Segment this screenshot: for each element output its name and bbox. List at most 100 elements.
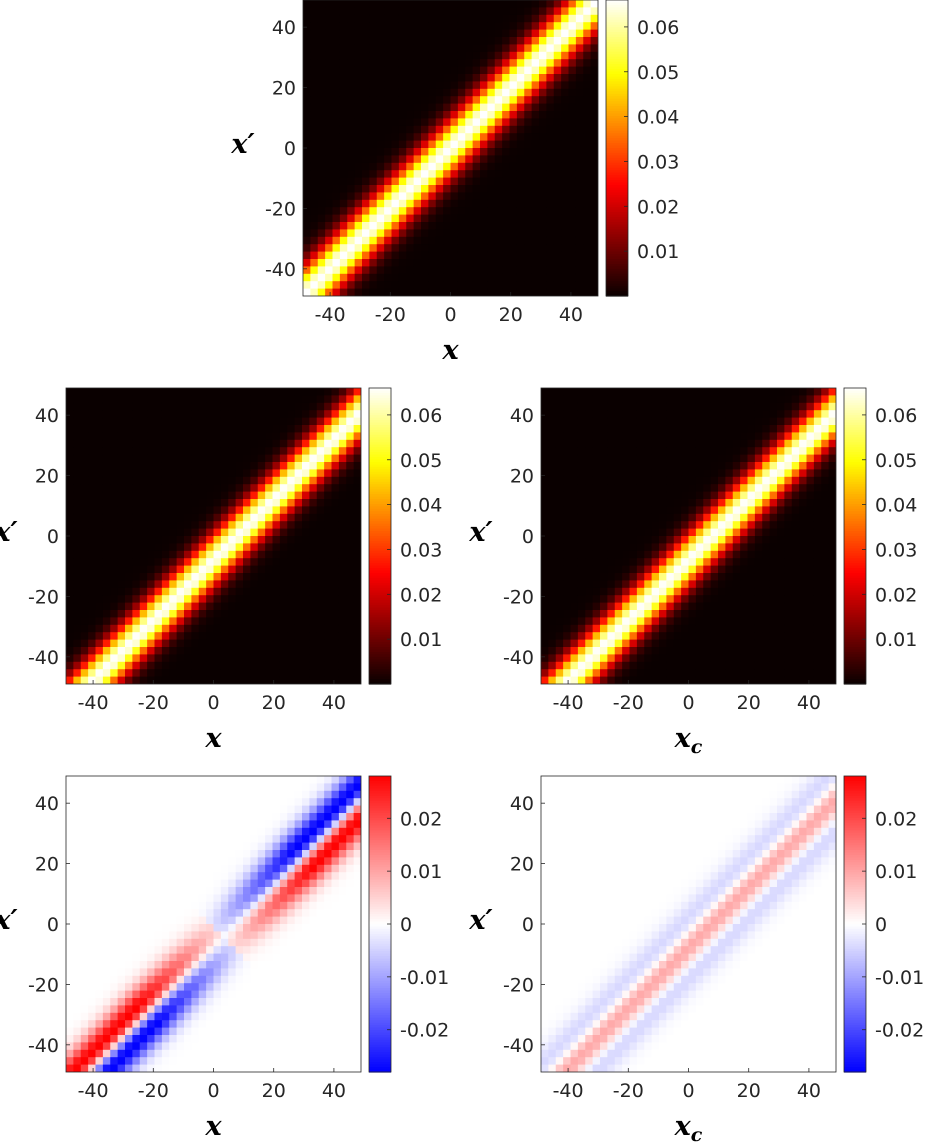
heatmap-cell xyxy=(769,573,778,581)
heatmap-cell xyxy=(673,676,682,684)
heatmap-cell xyxy=(516,0,525,8)
heatmap-cell xyxy=(673,661,682,670)
heatmap-cell xyxy=(339,96,348,105)
colorbar-segment xyxy=(369,637,391,641)
heatmap-cell xyxy=(257,565,266,574)
heatmap-cell xyxy=(421,148,429,156)
heatmap-cell xyxy=(161,558,170,567)
heatmap-cell xyxy=(332,44,341,53)
heatmap-cell xyxy=(600,395,608,404)
heatmap-cell xyxy=(287,610,296,618)
heatmap-cell xyxy=(806,439,815,448)
heatmap-cell xyxy=(502,96,511,105)
heatmap-cell xyxy=(740,506,749,515)
heatmap-cell xyxy=(413,199,422,208)
heatmap-cell xyxy=(575,66,584,75)
heatmap-cell xyxy=(688,543,697,552)
heatmap-cell xyxy=(799,550,808,559)
heatmap-cell xyxy=(316,439,325,448)
heatmap-cell xyxy=(450,170,459,179)
heatmap-cell xyxy=(553,288,562,296)
heatmap-cell xyxy=(354,192,363,201)
heatmap-cell xyxy=(555,454,564,463)
heatmap-cell xyxy=(695,632,704,641)
heatmap-cell xyxy=(406,37,415,45)
heatmap-cell xyxy=(509,133,518,142)
heatmap-cell xyxy=(480,155,488,164)
heatmap-cell xyxy=(806,610,815,618)
heatmap-cell xyxy=(265,484,274,493)
heatmap-cell xyxy=(548,536,557,544)
heatmap-cell xyxy=(324,506,333,515)
heatmap-cell xyxy=(376,288,385,296)
heatmap-cell xyxy=(391,199,400,208)
heatmap-cell xyxy=(398,29,407,38)
heatmap-cell xyxy=(169,506,178,515)
heatmap-cell xyxy=(272,476,281,485)
heatmap-cell xyxy=(592,388,601,396)
heatmap-cell xyxy=(169,462,178,470)
heatmap-cell xyxy=(563,506,572,515)
heatmap-cell xyxy=(309,573,318,581)
heatmap-cell xyxy=(583,66,592,75)
heatmap-cell xyxy=(541,676,549,684)
heatmap-cell xyxy=(117,639,126,648)
heatmap-cell xyxy=(310,118,319,127)
heatmap-cell xyxy=(287,669,296,678)
heatmap-cell xyxy=(590,207,598,216)
heatmap-cell xyxy=(73,528,82,537)
heatmap-cell xyxy=(213,661,222,670)
heatmap-cell xyxy=(563,469,572,478)
heatmap-cell xyxy=(799,543,808,552)
heatmap-cell xyxy=(243,595,251,604)
heatmap-cell xyxy=(235,388,244,396)
heatmap-cell xyxy=(169,454,178,463)
heatmap-cell xyxy=(531,185,540,193)
heatmap-cell xyxy=(710,647,719,655)
heatmap-cell xyxy=(324,432,333,441)
heatmap-cell xyxy=(391,44,400,53)
heatmap-cell xyxy=(376,96,385,105)
heatmap-cell xyxy=(428,103,437,112)
heatmap-cell xyxy=(494,81,503,90)
heatmap-cell xyxy=(110,521,119,530)
heatmap-cell xyxy=(509,214,518,223)
heatmap-cell xyxy=(577,587,586,596)
heatmap-cell xyxy=(279,573,288,581)
heatmap-cell xyxy=(80,432,89,441)
heatmap-cell xyxy=(769,454,778,463)
heatmap-cell xyxy=(331,417,340,426)
heatmap-cell xyxy=(228,499,237,507)
heatmap-cell xyxy=(228,617,237,626)
heatmap-cell xyxy=(747,595,756,604)
heatmap-cell xyxy=(88,624,97,633)
heatmap-cell xyxy=(762,402,771,411)
heatmap-cell xyxy=(154,676,163,684)
heatmap-cell xyxy=(747,402,756,411)
heatmap-cell xyxy=(465,251,474,260)
heatmap-cell xyxy=(369,140,378,149)
heatmap-cell xyxy=(695,484,704,493)
heatmap-cell xyxy=(316,454,325,463)
heatmap-cell xyxy=(139,454,148,463)
heatmap-cell xyxy=(747,528,756,537)
heatmap-cell xyxy=(147,439,156,448)
heatmap-cell xyxy=(176,647,185,655)
heatmap-cell xyxy=(777,573,785,581)
heatmap-cell xyxy=(435,229,444,238)
heatmap-cell xyxy=(636,521,645,530)
heatmap-cell xyxy=(139,639,148,648)
heatmap-cell xyxy=(681,573,690,581)
heatmap-cell xyxy=(95,410,104,419)
colorbar-tick-label: 0.01 xyxy=(637,241,679,263)
heatmap-cell xyxy=(147,558,156,567)
heatmap-cell xyxy=(740,439,749,448)
heatmap-cell xyxy=(561,140,570,149)
heatmap-cell xyxy=(600,602,608,611)
heatmap-cell xyxy=(577,484,586,493)
heatmap-cell xyxy=(472,118,481,127)
heatmap-cell xyxy=(465,199,474,208)
heatmap-cell xyxy=(806,573,815,581)
heatmap-cell xyxy=(161,388,170,396)
heatmap-cell xyxy=(376,133,385,142)
